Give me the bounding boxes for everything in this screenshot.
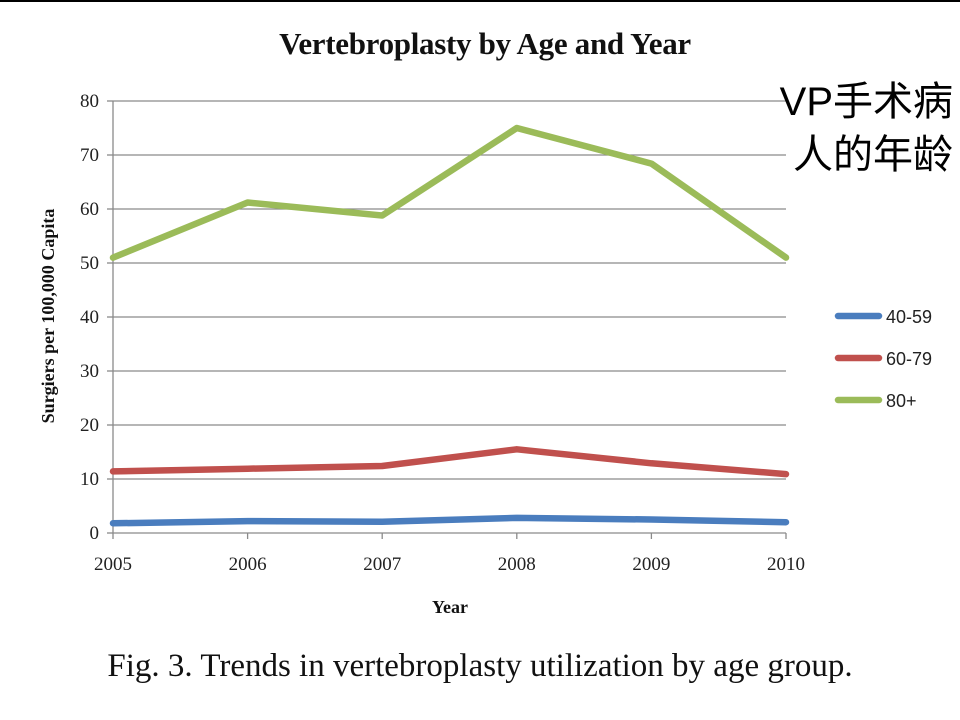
y-tick-label-0: 0 xyxy=(90,523,100,544)
figure-caption: Fig. 3. Trends in vertebroplasty utiliza… xyxy=(107,648,853,684)
x-tick-label-2006: 2006 xyxy=(229,554,267,575)
y-tick-label-40: 40 xyxy=(80,307,99,328)
x-tick-label-2010: 2010 xyxy=(767,554,805,575)
y-axis-title: Surgiers per 100,000 Capita xyxy=(38,209,58,424)
x-tick-label-2005: 2005 xyxy=(94,554,132,575)
y-tick-label-50: 50 xyxy=(80,253,99,274)
legend: 40-59 60-79 80+ xyxy=(834,307,932,411)
gridlines xyxy=(113,100,786,480)
y-tick-label-30: 30 xyxy=(80,361,99,382)
x-axis-title: Year xyxy=(432,597,468,617)
annotation-line-1: VP手术病 xyxy=(779,80,953,124)
x-tick-label-2007: 2007 xyxy=(363,554,401,575)
series-lines xyxy=(109,124,790,527)
y-tick-label-10: 10 xyxy=(80,469,99,490)
x-tick-label-2008: 2008 xyxy=(498,554,536,575)
y-tick-label-80: 80 xyxy=(80,91,99,112)
series-line-40-59 xyxy=(109,514,790,527)
top-rule xyxy=(0,0,960,2)
y-tick-label-20: 20 xyxy=(80,415,99,436)
legend-label-60-79: 60-79 xyxy=(886,349,932,369)
chart-title: Vertebroplasty by Age and Year xyxy=(279,26,691,61)
y-tick-label-70: 70 xyxy=(80,145,99,166)
legend-label-40-59: 40-59 xyxy=(886,307,932,327)
annotation-line-2: 人的年龄 xyxy=(793,133,953,177)
chinese-annotation: VP手术病 人的年龄 xyxy=(738,76,953,182)
legend-label-80+: 80+ xyxy=(886,391,917,411)
axes: 0 10 20 30 40 50 60 70 80 2005 2006 2007 2008 2009 201… xyxy=(80,91,805,575)
x-tick-label-2009: 2009 xyxy=(632,554,670,575)
series-line-80+ xyxy=(109,124,790,261)
series-line-60-79 xyxy=(109,446,790,478)
y-tick-label-60: 60 xyxy=(80,199,99,220)
